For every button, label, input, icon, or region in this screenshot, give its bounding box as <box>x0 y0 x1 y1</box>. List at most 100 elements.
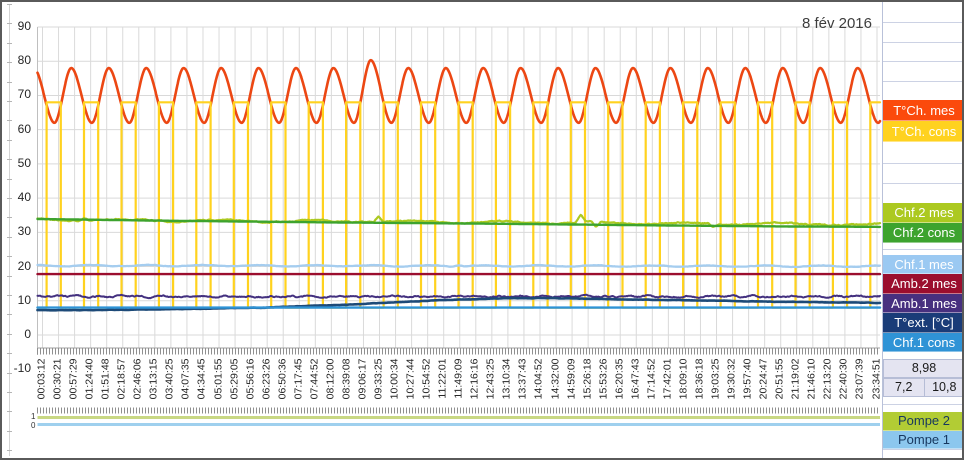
empty-cell-border <box>883 396 962 397</box>
worksheet-row-tick <box>7 4 12 5</box>
worksheet-row-tick <box>7 353 12 355</box>
x-tick-label: 00:57:29 <box>67 358 80 400</box>
worksheet-row-tick <box>7 178 12 180</box>
x-tick-label: 02:18:57 <box>115 358 128 400</box>
x-tick-label: 05:29:05 <box>228 358 241 400</box>
y-tick-label: 90 <box>17 19 31 33</box>
y-tick-label: 60 <box>17 121 31 136</box>
series-line-tch-cons <box>36 101 882 309</box>
pump-y-tick-label: 0 <box>31 421 36 430</box>
x-tick-label: 23:07:39 <box>853 358 866 400</box>
x-tick-label: 04:07:35 <box>179 358 192 400</box>
x-tick-label: 10:54:52 <box>420 358 433 400</box>
legend-cell-chf1-mes[interactable]: Chf.1 mes <box>883 254 962 274</box>
worksheet-row-tick <box>7 430 12 432</box>
axes <box>37 27 880 414</box>
x-tick-label: 15:26:18 <box>581 358 594 400</box>
worksheet-row-tick <box>7 450 12 452</box>
empty-cell-border <box>883 61 962 62</box>
worksheet-row-tick <box>7 120 12 122</box>
pump-strip <box>37 416 880 426</box>
worksheet-row-tick <box>7 411 12 413</box>
x-tick-label: 03:13:15 <box>147 358 160 400</box>
x-tick-label: 19:03:25 <box>709 358 722 400</box>
x-tick-label: 22:13:20 <box>821 358 834 400</box>
x-tick-label: 08:39:08 <box>340 358 353 400</box>
x-tick-label: 08:12:00 <box>324 358 337 400</box>
y-tick-label: 80 <box>17 53 31 68</box>
legend-cell-tch-cons[interactable]: T°Ch. cons <box>883 121 962 142</box>
worksheet-row-tick <box>7 198 12 199</box>
x-tick-label: 16:47:43 <box>629 358 642 400</box>
x-tick-label: 10:00:34 <box>388 358 401 400</box>
x-tick-label: 19:57:40 <box>741 358 754 400</box>
y-tick-label: 0 <box>24 326 31 341</box>
worksheet-row-tick <box>7 256 12 258</box>
legend-cell-amb2-mes[interactable]: Amb.2 mes <box>883 274 962 294</box>
x-tick-label: 00:03:12 <box>35 358 48 400</box>
legend-cell-pompe2[interactable]: Pompe 2 <box>883 412 962 431</box>
x-tick-label: 20:51:55 <box>773 358 786 400</box>
legend-cell-chf2-mes[interactable]: Chf.2 mes <box>883 203 962 223</box>
stat-avg-cell[interactable]: 8,98 <box>883 359 962 378</box>
x-tick-label: 07:17:45 <box>292 358 305 400</box>
worksheet-row-tick <box>7 372 12 374</box>
worksheet-row-tick <box>7 217 12 219</box>
x-tick-label: 06:50:36 <box>276 358 289 400</box>
x-tick-label: 16:20:35 <box>613 358 626 400</box>
x-tick-label: 02:46:06 <box>131 358 144 400</box>
legend-cell-chf2-cons[interactable]: Chf.2 cons <box>883 223 962 243</box>
x-tick-label: 19:30:32 <box>725 358 738 400</box>
empty-cell-border <box>883 41 962 43</box>
empty-cell-border <box>883 182 962 184</box>
x-tick-label: 13:10:34 <box>500 358 513 400</box>
y-tick-label: 30 <box>17 224 31 239</box>
worksheet-row-tick <box>7 275 12 277</box>
series-line-chf1-mes <box>36 263 882 269</box>
stat-max-cell[interactable]: 10,8 <box>923 377 962 397</box>
legend-cell-chf1-cons[interactable]: Chf.1 cons <box>883 332 962 352</box>
x-tick-label: 12:43:25 <box>484 358 497 400</box>
x-tick-label: 17:42:01 <box>661 358 674 400</box>
stat-min-cell[interactable]: 7,2 <box>883 377 925 397</box>
x-tick-label: 11:22:01 <box>436 358 449 399</box>
y-tick-label: 20 <box>17 258 31 273</box>
y-tick-label: 40 <box>17 190 31 205</box>
worksheet-row-tick <box>7 333 12 335</box>
y-tick-label: 70 <box>17 87 31 102</box>
worksheet-row-tick <box>7 236 12 238</box>
worksheet-row-tick <box>7 62 12 64</box>
x-tick-label: 07:44:52 <box>308 358 321 400</box>
series-line-amb1-mes <box>36 293 881 300</box>
legend-cell-pompe1[interactable]: Pompe 1 <box>883 430 962 449</box>
x-tick-label: 05:56:16 <box>244 358 257 400</box>
legend-cell-text-mes[interactable]: T°ext. [°C] <box>883 313 962 333</box>
x-tick-label: 15:53:26 <box>597 358 610 400</box>
x-tick-label: 06:23:26 <box>260 358 273 400</box>
x-tick-label: 21:19:02 <box>789 358 802 400</box>
x-tick-label: 09:06:17 <box>356 358 369 400</box>
pump-y-tick-label: 1 <box>31 412 36 421</box>
x-tick-label: 09:33:25 <box>372 358 385 400</box>
legend-cell-amb1-mes[interactable]: Amb.1 mes <box>883 293 962 313</box>
worksheet-row-tick <box>7 295 12 296</box>
x-tick-label: 04:34:45 <box>195 358 208 400</box>
worksheet-row-tick <box>7 159 12 161</box>
worksheet-row-tick <box>7 101 12 102</box>
x-tick-label: 11:49:09 <box>452 358 465 399</box>
chart-title: 8 fév 2016 <box>801 15 872 32</box>
x-tick-label: 13:37:43 <box>516 358 529 400</box>
worksheet-row-tick <box>7 314 12 316</box>
empty-cell-border <box>883 403 962 405</box>
x-tick-label: 21:46:10 <box>805 358 818 400</box>
x-tick-label: 10:27:44 <box>404 358 417 400</box>
y-tick-label: 10 <box>17 292 31 307</box>
x-tick-label: 12:16:16 <box>468 358 481 400</box>
data-series <box>36 58 882 312</box>
legend-cell-tch-mes[interactable]: T°Ch. mes <box>883 100 962 121</box>
x-tick-label: 17:14:52 <box>645 358 658 400</box>
gridlines <box>37 26 880 348</box>
series-line-chf2-cons <box>36 217 882 229</box>
